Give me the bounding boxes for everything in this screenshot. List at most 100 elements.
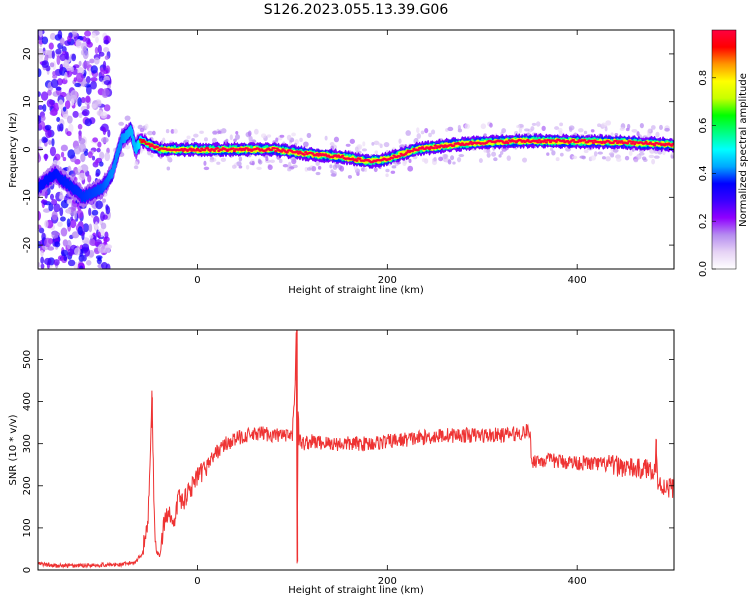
spectrogram-halo-cell <box>231 164 237 169</box>
spectrogram-ridge-cell <box>591 141 595 145</box>
spectrogram-halo-cell <box>541 125 546 131</box>
spectrogram-halo-cell <box>269 159 275 164</box>
spectrogram-noise-cell <box>92 137 99 143</box>
spectrogram-halo-cell <box>639 123 644 129</box>
spectrogram-noise-cell <box>46 98 55 108</box>
spectrogram-noise-cell <box>78 143 87 153</box>
spectrogram-halo-cell <box>450 155 455 161</box>
spectrogram-halo-cell <box>421 158 426 163</box>
spectrogram-noise-cell <box>104 231 109 239</box>
spectrogram-halo-cell <box>420 130 425 135</box>
spectrogram-noise-cell <box>102 127 107 136</box>
spectrogram-halo-cell <box>118 121 125 126</box>
spectrogram-halo-cell <box>266 134 272 138</box>
spectrogram-noise-cell <box>91 155 96 161</box>
spectrogram-noise-cell <box>55 86 62 91</box>
spectrogram-halo-cell <box>408 158 412 164</box>
spectrogram-ridge-cell <box>469 140 473 144</box>
spectrogram-halo-cell <box>638 152 645 156</box>
spectrogram-noise-cell <box>45 128 52 139</box>
spectrogram-noise-cell <box>90 80 97 90</box>
spectrogram-halo-cell <box>330 173 337 177</box>
spectrogram-halo-cell <box>438 156 444 162</box>
spectrogram-halo-cell <box>209 158 215 163</box>
snr-series-line <box>38 332 674 569</box>
spectrogram-noise-cell <box>78 137 86 145</box>
spectrogram-halo-cell <box>203 160 207 166</box>
spectrogram-ridge-cell <box>341 154 345 157</box>
spectrogram-y-tick-label: 20 <box>22 48 33 61</box>
spectrogram-halo-cell <box>590 129 595 133</box>
spectrogram-halo-cell <box>568 125 575 131</box>
colorbar-frame <box>711 29 737 270</box>
spectrogram-noise-cell <box>73 209 78 220</box>
spectrogram-noise-cell <box>38 68 42 77</box>
spectrogram-halo-cell <box>311 165 317 172</box>
spectrogram-panel: 0 200 400 -20 -10 0 10 20 Height of straight l… <box>8 29 675 296</box>
spectrogram-noise-cell <box>49 146 57 157</box>
spectrogram-ridge-cell <box>355 159 359 162</box>
spectrogram-halo-cell <box>212 130 218 135</box>
spectrogram-halo-cell <box>383 141 390 148</box>
spectrogram-halo-cell <box>345 143 351 147</box>
spectrogram-halo-cell <box>601 156 606 160</box>
spectrogram-noise-cell <box>90 77 98 82</box>
spectrogram-noise-cell <box>75 72 84 83</box>
spectrogram-noise-cell <box>41 36 49 45</box>
spectrogram-halo-cell <box>530 126 535 131</box>
spectrogram-halo-cell <box>633 158 639 163</box>
spectrogram-ridge-cell <box>296 152 301 155</box>
spectrogram-noise-cell <box>57 221 63 227</box>
spectrogram-noise-cell <box>38 224 42 230</box>
spectrogram-halo-cell <box>253 128 259 135</box>
spectrogram-ridge-cell <box>427 147 432 151</box>
spectrogram-noise-cell <box>70 89 78 100</box>
spectrogram-halo-cell <box>299 137 303 142</box>
spectrogram-noise-cell <box>62 156 67 162</box>
spectrogram-noise-cell <box>97 243 106 254</box>
spectrogram-halo-cell <box>593 151 598 157</box>
spectrogram-noise-cell <box>70 66 74 73</box>
spectrogram-noise-cell <box>93 57 100 65</box>
spectrogram-halo-cell <box>531 122 537 126</box>
snr-x-tick-label: 200 <box>378 576 397 587</box>
spectrogram-ridge-cell <box>279 150 284 153</box>
spectrogram-ridge-cell <box>324 153 328 156</box>
spectrogram-halo-cell <box>457 124 461 131</box>
spectrogram-halo-cell <box>361 148 367 152</box>
spectrogram-halo-cell <box>377 142 381 146</box>
spectrogram-halo-cell <box>648 154 655 159</box>
spectrogram-noise-cell <box>47 246 55 251</box>
spectrogram-noise-cell <box>63 59 70 68</box>
spectrogram-noise-cell <box>52 71 56 77</box>
spectrogram-halo-cell <box>134 161 139 167</box>
spectrogram-halo-cell <box>549 147 554 152</box>
spectrogram-halo-cell <box>671 151 674 156</box>
spectrogram-halo-cell <box>626 123 631 130</box>
spectrogram-halo-cell <box>506 155 511 161</box>
spectrogram-halo-cell <box>186 135 191 140</box>
spectrogram-noise-cell <box>69 218 77 229</box>
spectrogram-halo-cell <box>628 150 633 156</box>
spectrogram-noise-cell <box>59 63 64 72</box>
spectrogram-noise-cell <box>94 221 99 230</box>
spectrogram-noise-cell <box>49 193 55 201</box>
spectrogram-halo-cell <box>373 167 378 173</box>
spectrogram-noise-cell <box>59 53 66 62</box>
spectrogram-noise-cell <box>97 44 102 54</box>
spectrogram-y-tick-label: 0 <box>22 146 33 152</box>
spectrogram-noise-cell <box>77 97 82 107</box>
spectrogram-noise-cell <box>40 199 48 204</box>
spectrogram-noise-cell <box>43 257 52 266</box>
spectrogram-ridge-cell <box>147 142 151 146</box>
spectrogram-halo-cell <box>315 161 320 166</box>
colorbar-tick-label: 0.8 <box>698 70 709 86</box>
spectrogram-noise-cell <box>86 104 90 110</box>
spectrogram-halo-cell <box>203 166 210 171</box>
colorbar-tick-label: 0.2 <box>698 213 709 229</box>
spectrogram-halo-cell <box>535 121 541 127</box>
spectrogram-ridge-cell <box>547 139 551 142</box>
spectrogram-noise-cell <box>66 115 73 124</box>
spectrogram-halo-cell <box>260 133 267 139</box>
